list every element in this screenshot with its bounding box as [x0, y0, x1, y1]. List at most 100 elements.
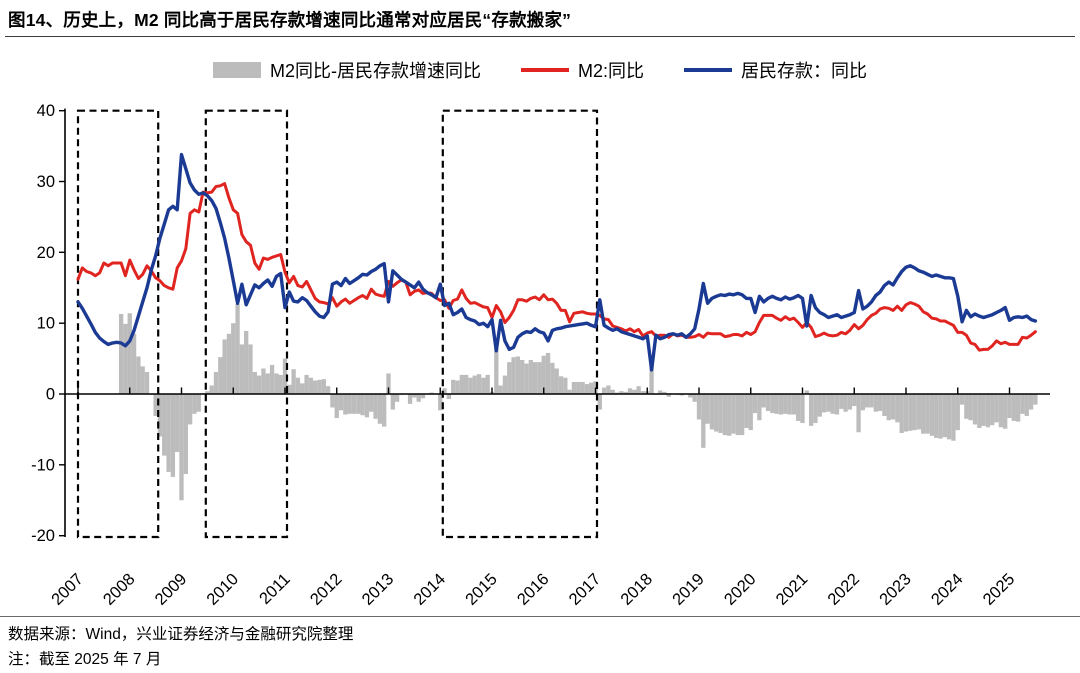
spread-bar: [752, 394, 758, 414]
spread-bar: [239, 344, 245, 394]
spread-bar: [994, 394, 999, 423]
spread-bar: [420, 394, 426, 399]
spread-bar: [606, 385, 611, 394]
y-axis-label: 10: [37, 315, 55, 333]
spread-bar: [731, 394, 736, 434]
legend-item-1: M2:同比: [520, 57, 644, 83]
spread-bar: [131, 333, 137, 394]
spread-bar: [843, 394, 848, 412]
legend-item-2: 居民存款：同比: [684, 57, 867, 83]
x-axis-label: 2019: [669, 570, 708, 609]
x-axis-label: 2014: [410, 570, 449, 609]
spread-bar: [852, 394, 857, 407]
spread-bar: [739, 394, 745, 436]
spread-bar: [718, 394, 723, 433]
spread-bar: [252, 372, 257, 394]
spread-bar: [813, 394, 818, 424]
spread-bar: [382, 394, 387, 427]
spread-bar: [744, 394, 749, 428]
spread-bar: [873, 394, 878, 412]
spread-bar: [916, 394, 922, 430]
spread-bar: [981, 394, 986, 426]
spread-bar: [317, 379, 322, 394]
spread-bar: [528, 360, 533, 394]
spread-bar: [972, 394, 978, 425]
spread-bar: [757, 394, 762, 421]
spread-bar: [571, 381, 577, 394]
chart-title: 图14、历史上，M2 同比高于居民存款增速同比通常对应居民“存款搬家”: [8, 10, 572, 30]
y-axis-label: 0: [46, 386, 55, 404]
bar-series-spread: [118, 304, 1038, 501]
spread-bar: [394, 394, 400, 402]
spread-bar: [735, 394, 740, 436]
spread-bar: [287, 384, 292, 394]
spread-bar: [515, 356, 521, 394]
title-divider: [5, 36, 1075, 37]
spread-bar: [300, 383, 305, 394]
spread-bar: [774, 394, 779, 414]
spread-bar: [895, 394, 900, 423]
spread-bar: [218, 357, 223, 394]
spread-bar: [502, 375, 508, 394]
legend-line-swatch: [520, 68, 569, 72]
spread-bar: [705, 394, 710, 424]
spread-bar: [929, 394, 935, 436]
spread-bar: [468, 377, 473, 394]
spread-bar: [256, 375, 262, 394]
spread-bar: [459, 374, 464, 394]
spread-bar: [877, 394, 883, 411]
spread-bar: [1020, 394, 1025, 414]
spread-bar: [144, 372, 150, 394]
spread-bar: [524, 363, 529, 394]
spread-bar: [356, 394, 361, 414]
spread-bar: [688, 394, 693, 398]
spread-bar: [347, 394, 352, 414]
spread-bar: [817, 394, 822, 417]
spread-bar: [938, 394, 943, 439]
spread-bar: [658, 390, 663, 394]
spread-bar: [903, 394, 909, 432]
spread-bar: [136, 356, 141, 394]
spread-bar: [580, 381, 585, 394]
spread-bar: [649, 355, 654, 394]
legend-label: 居民存款：同比: [741, 61, 867, 81]
spread-bar: [222, 339, 227, 394]
spread-bar: [507, 362, 512, 394]
spread-bar: [856, 394, 861, 433]
spread-bar: [934, 394, 939, 438]
legend-line-swatch: [684, 68, 732, 72]
x-axis-label: 2021: [773, 570, 812, 609]
data-source-text: 数据来源：Wind，兴业证券经济与金融研究院整理: [8, 626, 354, 643]
spread-bar: [709, 394, 715, 430]
spread-bar: [791, 394, 797, 415]
spread-bar: [162, 394, 167, 456]
spread-bar: [446, 394, 452, 399]
spread-bar: [532, 362, 538, 394]
spread-bar: [666, 394, 671, 397]
spread-bar: [959, 394, 965, 405]
spread-bar: [1024, 394, 1029, 416]
x-axis-label: 2009: [152, 570, 191, 609]
spread-bar: [291, 369, 296, 394]
spread-bar: [153, 394, 158, 416]
spread-bar: [205, 391, 210, 394]
spread-bar: [597, 394, 602, 410]
footer-divider: [0, 616, 1080, 617]
legend-label: M2:同比: [577, 61, 644, 81]
m2-yoy-line: [76, 182, 1037, 352]
spread-bar: [520, 360, 525, 394]
spread-bar: [304, 374, 309, 394]
spread-bar: [274, 373, 279, 394]
spread-bar: [778, 394, 784, 415]
spread-bar: [908, 394, 913, 431]
x-axis-label: 2011: [256, 570, 294, 608]
spread-bar: [1011, 394, 1016, 421]
spread-bar: [187, 394, 193, 425]
spread-bar: [610, 389, 615, 394]
spread-bar: [183, 394, 188, 475]
spread-bar: [990, 394, 995, 426]
legend-bar-swatch: [212, 62, 261, 78]
spread-bar: [563, 377, 568, 394]
spread-bar: [839, 394, 844, 409]
spread-bar: [977, 394, 982, 428]
